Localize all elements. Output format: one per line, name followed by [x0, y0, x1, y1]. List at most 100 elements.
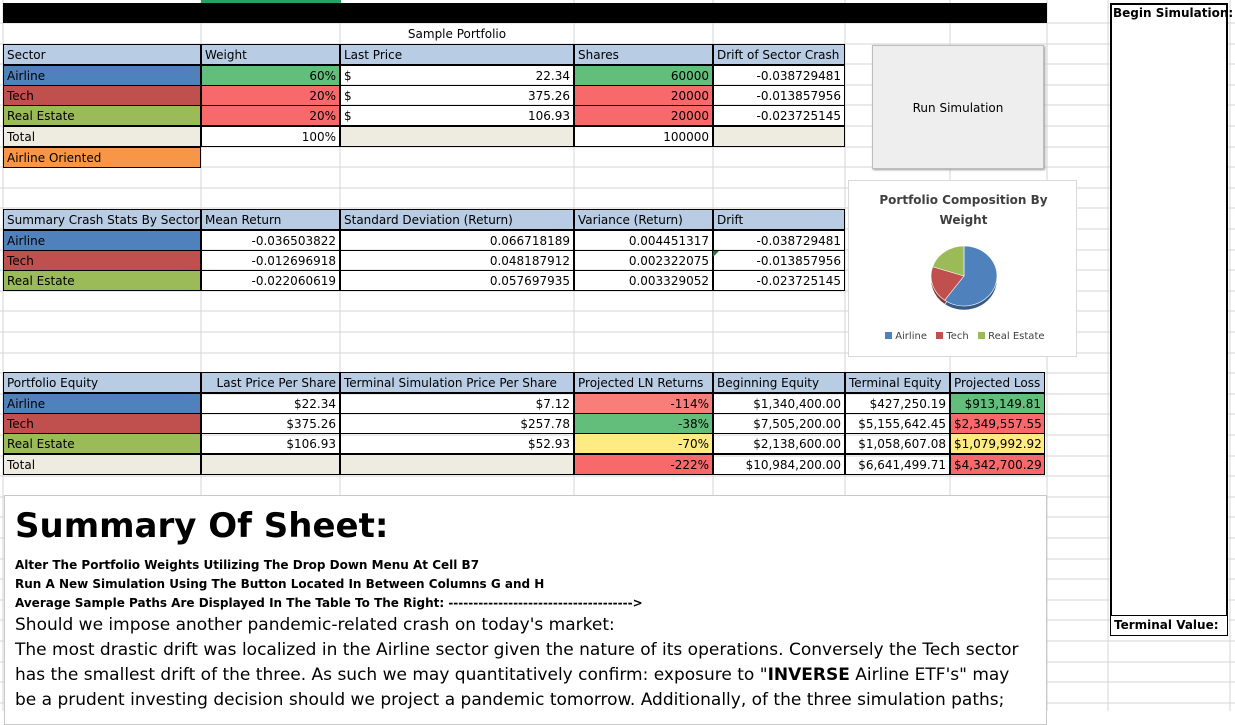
cell-comment-indicator: [713, 251, 719, 257]
pie-chart-title: Portfolio Composition By Weight: [879, 193, 1048, 227]
equity-sector-airline[interactable]: Airline: [3, 393, 201, 414]
crash-std-airline[interactable]: 0.066718189: [340, 230, 574, 251]
legend-tech: Tech: [946, 331, 969, 342]
header-variance: Variance (Return): [574, 209, 713, 230]
price-value: 22.34: [535, 69, 570, 83]
equity-total-begin[interactable]: $10,984,200.00: [713, 454, 845, 475]
crash-std-tech[interactable]: 0.048187912: [340, 250, 574, 271]
equity-sector-real-estate[interactable]: Real Estate: [3, 433, 201, 454]
equity-ln-real-estate[interactable]: -70%: [574, 433, 713, 454]
header-projected-ln-returns: Projected LN Returns: [574, 372, 713, 393]
equity-sector-tech[interactable]: Tech: [3, 413, 201, 434]
header-beginning-equity: Beginning Equity: [713, 372, 845, 393]
header-mean-return: Mean Return: [201, 209, 340, 230]
crash-std-real-estate[interactable]: 0.057697935: [340, 270, 574, 291]
crash-var-airline[interactable]: 0.004451317: [574, 230, 713, 251]
header-drift: Drift of Sector Crash: [713, 44, 845, 65]
sector-tech[interactable]: Tech: [3, 85, 201, 106]
total-drift-blank[interactable]: [713, 126, 845, 147]
equity-last-tech[interactable]: $375.26: [201, 413, 340, 434]
terminal-value-label: Terminal Value:: [1110, 615, 1228, 636]
equity-terminal-real-estate[interactable]: $1,058,607.08: [845, 433, 950, 454]
equity-ln-airline[interactable]: -114%: [574, 393, 713, 414]
crash-var-tech[interactable]: 0.002322075: [574, 250, 713, 271]
legend-real-estate-swatch: [977, 332, 985, 339]
sector-real-estate[interactable]: Real Estate: [3, 105, 201, 126]
total-price-blank[interactable]: [340, 126, 574, 147]
equity-total-last-blank[interactable]: [201, 454, 340, 475]
portfolio-dropdown[interactable]: Airline Oriented: [3, 147, 201, 168]
header-std-dev: Standard Deviation (Return): [340, 209, 574, 230]
crash-sector-real-estate[interactable]: Real Estate: [3, 270, 201, 291]
summary-paragraph-line-2: The most drastic drift was localized in …: [15, 640, 1019, 660]
crash-drift-airline[interactable]: -0.038729481: [713, 230, 845, 251]
header-portfolio-equity: Portfolio Equity: [3, 372, 201, 393]
summary-instruction-1: Alter The Portfolio Weights Utilizing Th…: [15, 558, 480, 572]
price-value: 106.93: [528, 109, 570, 123]
sheet-title: Sample Portfolio: [407, 27, 507, 41]
equity-total-terminal-price-blank[interactable]: [340, 454, 574, 475]
price-real-estate[interactable]: $ 106.93: [340, 105, 574, 126]
total-label[interactable]: Total: [3, 126, 201, 147]
currency-symbol: $: [344, 109, 352, 123]
price-tech[interactable]: $ 375.26: [340, 85, 574, 106]
shares-tech[interactable]: 20000: [574, 85, 713, 106]
header-last-price: Last Price: [340, 44, 574, 65]
header-sector: Sector: [3, 44, 201, 65]
legend-airline: Airline: [895, 331, 927, 342]
weight-real-estate[interactable]: 20%: [201, 105, 340, 126]
drift-tech[interactable]: -0.013857956: [713, 85, 845, 106]
summary-paragraph-line-1: Should we impose another pandemic-relate…: [15, 615, 615, 635]
equity-terminal-tech[interactable]: $5,155,642.45: [845, 413, 950, 434]
header-crash-sector: Summary Crash Stats By Sector: [3, 209, 201, 230]
summary-heading: Summary Of Sheet:: [15, 506, 389, 546]
price-airline[interactable]: $ 22.34: [340, 65, 574, 86]
header-terminal-equity: Terminal Equity: [845, 372, 950, 393]
selected-cell-marker: [201, 0, 341, 3]
crash-mean-real-estate[interactable]: -0.022060619: [201, 270, 340, 291]
run-simulation-button[interactable]: Run Simulation: [872, 45, 1044, 169]
crash-mean-tech[interactable]: -0.012696918: [201, 250, 340, 271]
crash-drift-real-estate[interactable]: -0.023725145: [713, 270, 845, 291]
equity-last-real-estate[interactable]: $106.93: [201, 433, 340, 454]
drift-airline[interactable]: -0.038729481: [713, 65, 845, 86]
sector-airline[interactable]: Airline: [3, 65, 201, 86]
shares-airline[interactable]: 60000: [574, 65, 713, 86]
header-banner: [3, 3, 1047, 23]
crash-mean-airline[interactable]: -0.036503822: [201, 230, 340, 251]
equity-last-airline[interactable]: $22.34: [201, 393, 340, 414]
equity-total-terminal[interactable]: $6,641,499.71: [845, 454, 950, 475]
equity-terminal-price-real-estate[interactable]: $52.93: [340, 433, 574, 454]
drift-real-estate[interactable]: -0.023725145: [713, 105, 845, 126]
equity-loss-tech[interactable]: $2,349,557.55: [950, 413, 1045, 434]
equity-total-loss[interactable]: $4,342,700.29: [950, 454, 1045, 475]
shares-real-estate[interactable]: 20000: [574, 105, 713, 126]
weight-airline[interactable]: 60%: [201, 65, 340, 86]
equity-terminal-airline[interactable]: $427,250.19: [845, 393, 950, 414]
summary-paragraph-line-4: be a prudent investing decision should w…: [15, 690, 1005, 710]
header-weight: Weight: [201, 44, 340, 65]
equity-begin-airline[interactable]: $1,340,400.00: [713, 393, 845, 414]
equity-loss-real-estate[interactable]: $1,079,992.92: [950, 433, 1045, 454]
total-weight[interactable]: 100%: [201, 126, 340, 147]
crash-sector-airline[interactable]: Airline: [3, 230, 201, 251]
equity-loss-airline[interactable]: $913,149.81: [950, 393, 1045, 414]
equity-terminal-price-airline[interactable]: $7.12: [340, 393, 574, 414]
pie-slice-tech: [930, 266, 965, 301]
crash-drift-tech[interactable]: -0.013857956: [713, 250, 845, 271]
equity-begin-tech[interactable]: $7,505,200.00: [713, 413, 845, 434]
header-terminal-sim-price: Terminal Simulation Price Per Share: [340, 372, 574, 393]
equity-total-label[interactable]: Total: [3, 454, 201, 475]
weight-tech[interactable]: 20%: [201, 85, 340, 106]
currency-symbol: $: [344, 89, 352, 103]
equity-begin-real-estate[interactable]: $2,138,600.00: [713, 433, 845, 454]
equity-ln-tech[interactable]: -38%: [574, 413, 713, 434]
summary-textbox[interactable]: Summary Of Sheet: Alter The Portfolio We…: [4, 495, 1047, 725]
pie-chart[interactable]: Portfolio Composition By Weight Airline …: [848, 180, 1077, 357]
crash-sector-tech[interactable]: Tech: [3, 250, 201, 271]
equity-terminal-price-tech[interactable]: $257.78: [340, 413, 574, 434]
currency-symbol: $: [344, 69, 352, 83]
crash-var-real-estate[interactable]: 0.003329052: [574, 270, 713, 291]
total-shares[interactable]: 100000: [574, 126, 713, 147]
equity-total-ln[interactable]: -222%: [574, 454, 713, 475]
